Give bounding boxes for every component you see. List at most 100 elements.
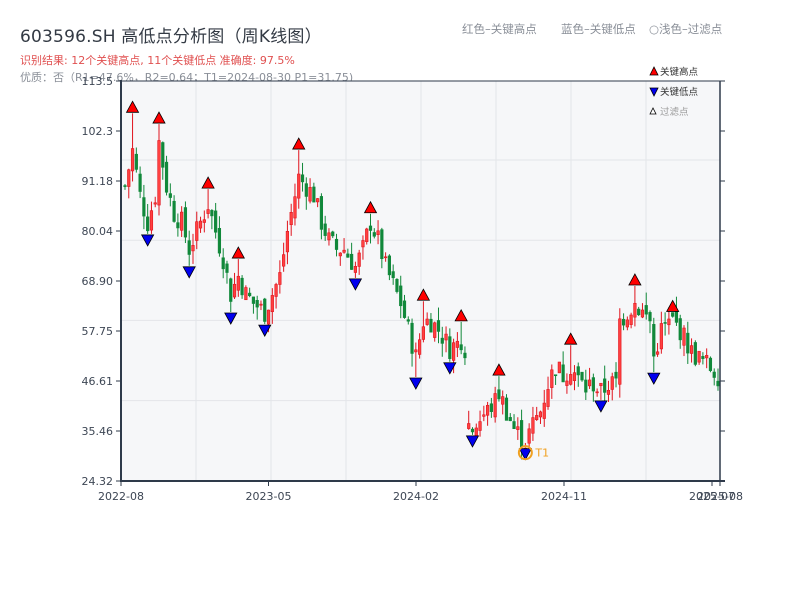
candle-up: [232, 283, 237, 298]
candle-up: [625, 319, 629, 328]
candle-down: [300, 174, 305, 183]
candle-up: [587, 379, 592, 387]
candle-down: [123, 185, 127, 187]
candle-down: [263, 298, 267, 322]
candle-down: [693, 342, 697, 365]
candle-up: [353, 266, 358, 273]
candle-down: [459, 344, 463, 351]
candle-up: [127, 169, 131, 187]
legend-red-text: 红色–关键高点: [462, 22, 537, 36]
candle-down: [576, 366, 580, 376]
candle-up: [485, 404, 490, 416]
key-high-marker-icon: [292, 137, 306, 150]
candle-up: [278, 272, 282, 285]
y-tick-label: 57.75: [82, 325, 114, 338]
key-high-marker-icon: [231, 246, 245, 259]
candle-up: [659, 323, 663, 350]
candle-down: [463, 352, 467, 359]
candle-down: [686, 332, 690, 354]
x-tick-label: 2025-08: [697, 490, 743, 503]
y-tick-label: 113.5: [82, 75, 114, 88]
x-tick-label: 2025-07: [689, 490, 735, 503]
legend-light-text: ○浅色–过滤点: [649, 22, 723, 36]
candle-down: [621, 318, 626, 326]
candle-up: [478, 421, 482, 431]
candle-down: [671, 312, 675, 317]
key-low-marker-icon: [182, 266, 196, 279]
y-tick-label: 46.61: [82, 375, 114, 388]
candle-down: [448, 336, 452, 359]
candle-up: [516, 426, 520, 430]
candle-down: [146, 216, 150, 232]
key-high-marker-icon: [416, 288, 431, 301]
candle-up: [546, 389, 550, 407]
candle-down: [391, 271, 395, 279]
candle-down: [512, 421, 516, 429]
candle-down: [312, 186, 316, 203]
candle-down: [663, 322, 667, 324]
candle-down: [331, 231, 335, 237]
candle-up: [682, 327, 686, 346]
key-low-marker-icon: [594, 400, 608, 413]
candle-up: [618, 318, 622, 385]
candle-down: [323, 223, 327, 236]
candle-down: [210, 210, 214, 217]
candle-down: [304, 183, 308, 197]
x-tick-label: 2023-05: [246, 490, 292, 503]
key-low-marker-icon: [443, 362, 457, 375]
key-low-marker-icon: [348, 278, 363, 291]
candle-down: [168, 193, 172, 198]
candle-down: [678, 318, 682, 341]
key-high-marker-icon: [564, 332, 578, 345]
candle-up: [610, 376, 614, 390]
candle-up: [376, 230, 380, 235]
candle-down: [142, 197, 146, 217]
candle-up: [206, 209, 210, 214]
key-high-marker-icon: [152, 111, 166, 124]
y-tick-label: 102.3: [82, 125, 114, 138]
candle-down: [214, 210, 218, 233]
candle-down: [368, 225, 373, 231]
candle-up: [667, 318, 671, 326]
candle-up: [361, 240, 365, 248]
candle-up: [270, 295, 274, 313]
candle-up: [195, 221, 199, 241]
key-low-marker-icon: [518, 448, 533, 461]
key-high-marker-icon: [454, 309, 468, 322]
candle-down: [380, 229, 384, 260]
candle-down: [637, 308, 641, 316]
candle-up: [244, 287, 248, 301]
candle-down: [217, 227, 222, 254]
candle-up: [655, 351, 660, 355]
y-tick-label: 91.18: [82, 175, 114, 188]
legend-low-marker-icon: [649, 87, 659, 97]
chart-title: 603596.SH 高低点分析图（周K线图）: [20, 27, 322, 47]
candle-up: [157, 140, 161, 206]
candle-down: [591, 377, 595, 392]
key-high-marker-icon: [125, 100, 140, 113]
candle-up: [565, 380, 569, 386]
key-low-marker-icon: [409, 377, 423, 390]
candle-down: [470, 428, 475, 433]
x-tick-label: 2022-08: [98, 490, 144, 503]
candle-up: [482, 414, 486, 417]
candle-up: [418, 339, 422, 355]
key-high-marker-icon: [628, 273, 642, 286]
candle-down: [497, 389, 501, 400]
candle-down: [701, 356, 705, 359]
candle-down: [334, 238, 339, 250]
y-tick-label: 80.04: [82, 225, 114, 238]
candle-down: [440, 337, 444, 344]
candle-down: [614, 371, 618, 379]
candle-up: [527, 428, 531, 444]
legend-filtered-label: 过滤点: [660, 106, 689, 118]
chart-legend: 关键高点 关键低点 过滤点: [649, 66, 699, 118]
candle-up: [542, 402, 546, 419]
candle-up: [569, 374, 573, 385]
candle-down: [387, 255, 391, 276]
candle-up: [433, 322, 437, 338]
candle-up: [180, 211, 184, 231]
candle-down: [584, 379, 588, 393]
candle-up: [633, 302, 637, 318]
